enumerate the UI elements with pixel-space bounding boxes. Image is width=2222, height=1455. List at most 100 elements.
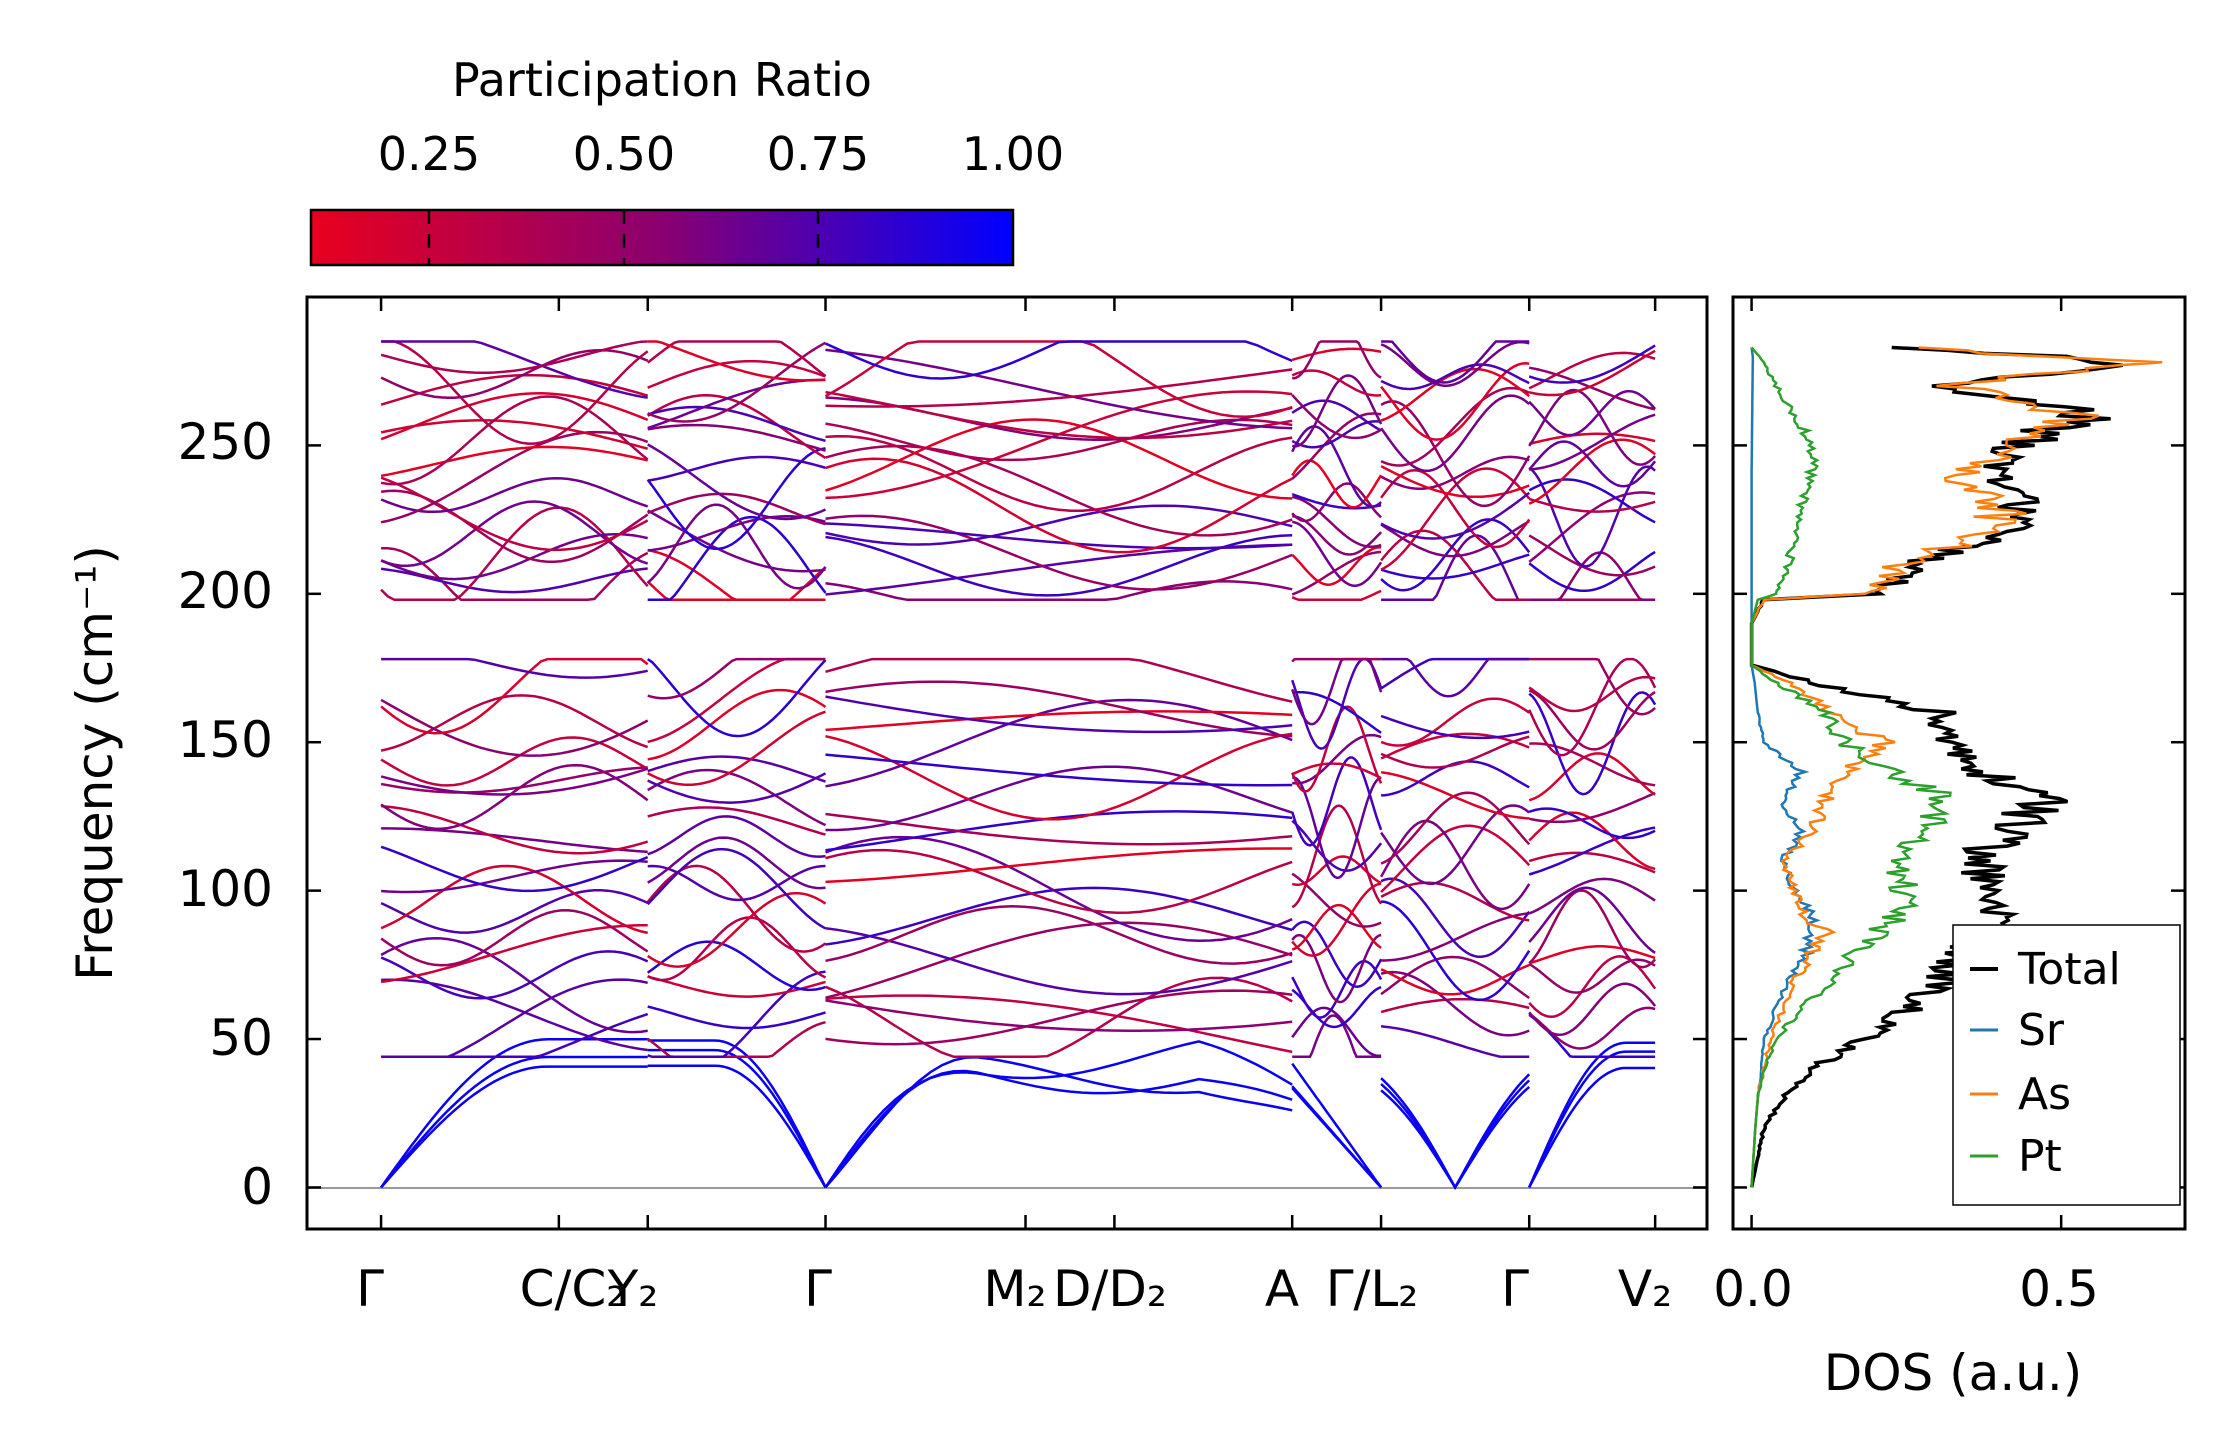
optical-branch (381, 340, 649, 445)
optical-branch (646, 566, 827, 602)
optical-branch (1528, 351, 1656, 390)
acoustic-branch (647, 1064, 827, 1189)
optical-branch (380, 567, 648, 594)
legend-label-as: As (2018, 1069, 2071, 1120)
optical-branch (380, 657, 649, 735)
optical-branch (380, 477, 649, 514)
dos-curves (1749, 345, 2163, 1188)
optical-branch (1291, 819, 1383, 872)
optical-branch (1380, 732, 1530, 760)
kpath-label: C/C₂ (520, 1260, 627, 1318)
colorbar: Participation Ratio 0.25 0.50 0.75 1.00 (309, 53, 1064, 267)
optical-branch (646, 940, 826, 992)
optical-branch (381, 978, 648, 1059)
optical-branch (1291, 1006, 1382, 1058)
legend-entry-total: Total (1970, 944, 2121, 995)
acoustic-branch (824, 1040, 1293, 1189)
optical-branch (1528, 982, 1657, 1037)
legend-entry-pt: Pt (1970, 1131, 2062, 1182)
optical-branch (1380, 467, 1531, 571)
optical-branch (1291, 882, 1382, 957)
colorbar-tick-labels: 0.25 0.50 0.75 1.00 (378, 127, 1064, 181)
kpath-label: Γ (1501, 1260, 1529, 1318)
optical-branch (380, 766, 648, 794)
dos-plot-frame (1731, 295, 2187, 1231)
acoustic-branch (380, 1038, 648, 1189)
optical-branch (825, 847, 1293, 884)
optical-branch (380, 532, 648, 581)
acoustic-branch (1291, 1087, 1383, 1189)
kpath-label: V₂ (1618, 1260, 1672, 1318)
optical-branch (647, 443, 827, 521)
optical-branch (825, 753, 1293, 787)
kpath-label: D/D₂ (1053, 1260, 1167, 1318)
optical-branch (1380, 900, 1531, 1002)
optical-branch (1291, 903, 1382, 951)
dos-curve-sr (1750, 347, 1821, 1188)
optical-branch (825, 418, 1293, 462)
optical-branch (647, 492, 826, 526)
optical-branch (380, 445, 648, 478)
optical-branch (1528, 826, 1656, 876)
optical-branch (1291, 347, 1382, 362)
optical-branch (380, 767, 649, 796)
colorbar-tick-label: 0.25 (378, 127, 480, 181)
optical-branch (825, 926, 1293, 996)
optical-branch (1380, 970, 1530, 1037)
optical-branch (647, 916, 827, 982)
optical-branch (1528, 807, 1656, 840)
optical-branch (1528, 886, 1656, 954)
optical-branch (825, 457, 1293, 554)
optical-branch (1528, 958, 1656, 994)
optical-branch (824, 340, 1293, 380)
optical-branch (825, 695, 1293, 734)
dos-curve-pt (1750, 346, 1952, 1188)
legend-box (1952, 924, 2181, 1206)
optical-branch (1528, 550, 1656, 593)
optical-branch (1528, 344, 1656, 384)
optical-branch (1291, 872, 1382, 928)
optical-branch (380, 340, 648, 374)
optical-branch (1291, 756, 1383, 847)
optical-branch (380, 804, 649, 855)
optical-branch (825, 886, 1293, 946)
optical-branch (1291, 459, 1383, 509)
optical-branch (825, 994, 1293, 1054)
optical-branch (825, 848, 1293, 914)
dos-x-tick-label: 0.0 (1713, 1260, 1793, 1318)
optical-branch (1292, 733, 1382, 785)
optical-branch (1380, 362, 1530, 441)
optical-branch (380, 845, 649, 893)
optical-branch (1529, 551, 1656, 602)
optical-branch (381, 340, 648, 399)
optical-branch (380, 395, 649, 486)
dos-legend: Total Sr As Pt (1952, 924, 2181, 1206)
optical-branch (1291, 762, 1382, 780)
y-tick-labels: 0 50 100 150 200 250 (178, 413, 273, 1216)
optical-branch (1380, 386, 1530, 467)
y-tick-label: 200 (178, 562, 273, 620)
y-tick-label: 150 (178, 711, 273, 769)
optical-branch (1292, 340, 1382, 380)
optical-branch (647, 455, 826, 482)
optical-branch (1380, 697, 1530, 747)
y-tick-label: 50 (209, 1009, 273, 1067)
optical-branch (1528, 691, 1657, 796)
y-axis-title: Frequency (cm⁻¹) (66, 545, 124, 981)
optical-branch (380, 909, 649, 967)
kpath-label: Γ (356, 1260, 384, 1318)
optical-branch (1291, 657, 1382, 663)
optical-branch (1291, 589, 1382, 602)
optical-branch (1528, 752, 1656, 802)
dos-panel: 0.0 0.5 DOS (a.u.) Total Sr As Pt (1713, 295, 2187, 1402)
colorbar-tick-label: 0.50 (573, 127, 675, 181)
optical-branch (1529, 742, 1656, 787)
optical-branch (1291, 425, 1382, 508)
optical-branch (1380, 997, 1530, 1014)
optical-branch (1528, 889, 1657, 969)
optical-branch (380, 736, 649, 787)
optical-branch (647, 864, 826, 902)
dos-curve-as (1750, 346, 2163, 1188)
optical-branch (1380, 714, 1530, 740)
